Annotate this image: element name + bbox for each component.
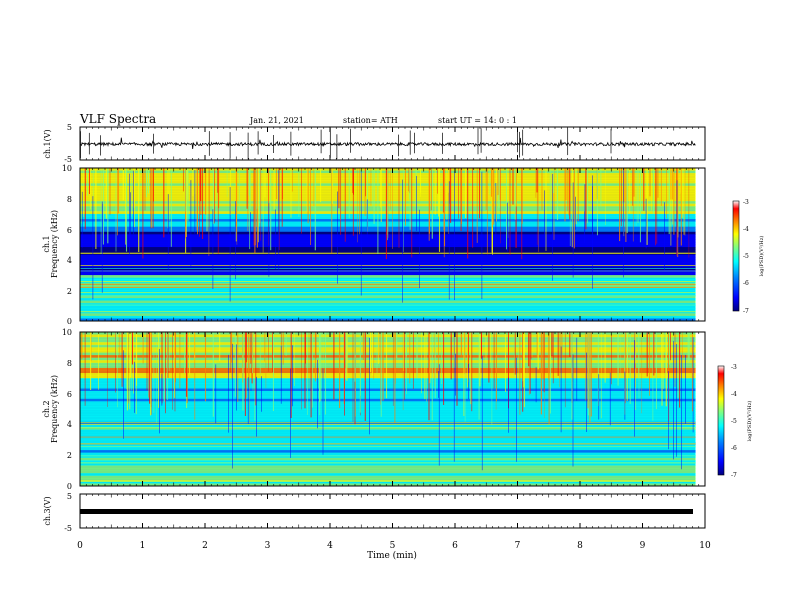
ch3-wave-ytick-bottom: -5 — [64, 524, 72, 533]
xtick-0: 0 — [77, 541, 83, 551]
cb1-tick-5: -5 — [743, 253, 749, 260]
x-axis: 0 1 2 3 4 5 6 7 8 9 10 Time (min) — [77, 541, 711, 561]
ch3-wave-ytick-top: 5 — [67, 492, 72, 501]
ch1-spec-channel: ch.1 — [42, 235, 51, 252]
ch2-spec-ytick-0: 0 — [67, 482, 72, 491]
ch3-wave-ylabel: ch.3(V) — [43, 496, 52, 525]
xtick-10: 10 — [699, 541, 711, 551]
ch2-spec-ylabel: Frequency (kHz) — [50, 375, 59, 443]
xtick-5: 5 — [390, 541, 396, 551]
ch1-spec-ytick-8: 8 — [67, 195, 72, 204]
ch2-spectrogram-panel: 0 2 4 6 8 10 Frequency (kHz) ch.2 — [42, 328, 706, 491]
ch2-spec-ytick-8: 8 — [67, 359, 72, 368]
cb1-label: log(PSD)(V²/Hz) — [758, 236, 765, 277]
ch1-wave-ytick-bottom: -5 — [64, 155, 72, 164]
cb2-tick-6: -6 — [731, 445, 737, 452]
ch1-spectrogram-panel: 0 2 4 6 8 10 Frequency (kHz) ch.1 — [42, 164, 706, 326]
ch1-spec-ytick-0: 0 — [67, 317, 72, 326]
ch1-spec-ytick-10: 10 — [62, 164, 72, 173]
xtick-3: 3 — [265, 541, 271, 551]
ch2-spec-ytick-6: 6 — [67, 390, 72, 399]
ch1-spec-ytick-4: 4 — [67, 256, 72, 265]
xtick-9: 9 — [640, 541, 646, 551]
ch2-spec-ytick-10: 10 — [62, 328, 72, 337]
ch2-spec-ytick-2: 2 — [67, 451, 72, 460]
xtick-1: 1 — [140, 541, 146, 551]
xtick-7: 7 — [515, 541, 521, 551]
date-label: Jan. 21, 2021 — [249, 116, 304, 125]
ch1-spec-ytick-2: 2 — [67, 287, 72, 296]
ch3-waveform-line — [80, 509, 693, 514]
ch1-waveform-line — [79, 137, 696, 150]
colorbar-ch2: -3 -4 -5 -6 -7 log(PSD)(V²/Hz) — [717, 364, 753, 479]
xtick-8: 8 — [577, 541, 583, 551]
xtick-4: 4 — [327, 541, 333, 551]
ch1-wave-ylabel: ch.1(V) — [43, 129, 52, 158]
ch1-spec-ytick-6: 6 — [67, 226, 72, 235]
cb2-tick-4: -4 — [731, 391, 737, 398]
station-label: station= ATH — [343, 116, 398, 125]
xtick-2: 2 — [202, 541, 208, 551]
xtick-6: 6 — [452, 541, 458, 551]
ch1-spec-ylabel: Frequency (kHz) — [50, 210, 59, 278]
cb1-tick-6: -6 — [743, 280, 749, 287]
cb2-tick-5: -5 — [731, 418, 737, 425]
cb1-tick-3: -3 — [743, 199, 749, 206]
ch1-wave-ytick-top: 5 — [67, 123, 72, 132]
cb1-tick-4: -4 — [743, 226, 749, 233]
cb2-label: log(PSD)(V²/Hz) — [746, 401, 753, 442]
cb2-tick-7: -7 — [731, 472, 737, 479]
cb2-tick-3: -3 — [731, 364, 737, 371]
figure-title: VLF Spectra — [79, 112, 156, 126]
x-axis-label: Time (min) — [367, 550, 417, 561]
ch2-spec-ytick-4: 4 — [67, 420, 72, 429]
colorbar-ch1: -3 -4 -5 -6 -7 log(PSD)(V²/Hz) — [732, 199, 765, 315]
start-time-label: start UT = 14: 0 : 1 — [438, 116, 517, 125]
ch2-spec-channel: ch.2 — [42, 400, 51, 417]
cb1-tick-7: -7 — [743, 308, 749, 315]
